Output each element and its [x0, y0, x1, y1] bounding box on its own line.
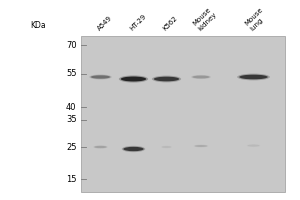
Ellipse shape — [237, 74, 270, 80]
Text: 35: 35 — [66, 116, 76, 124]
Ellipse shape — [162, 146, 171, 148]
Text: HT-29: HT-29 — [129, 13, 148, 32]
Ellipse shape — [192, 76, 210, 78]
Text: A549: A549 — [96, 15, 113, 32]
Text: 25: 25 — [66, 142, 76, 152]
Ellipse shape — [89, 75, 112, 79]
Ellipse shape — [194, 145, 208, 147]
Ellipse shape — [161, 146, 172, 148]
Text: Mouse
lung: Mouse lung — [244, 7, 269, 32]
Ellipse shape — [119, 75, 148, 83]
Text: 55: 55 — [66, 70, 76, 78]
Ellipse shape — [94, 146, 107, 148]
Text: 40: 40 — [66, 102, 76, 112]
Text: KDa: KDa — [30, 21, 46, 30]
Ellipse shape — [123, 147, 144, 151]
Ellipse shape — [247, 144, 260, 147]
Ellipse shape — [121, 77, 146, 81]
Text: K562: K562 — [162, 15, 179, 32]
Ellipse shape — [195, 145, 207, 147]
Ellipse shape — [154, 77, 179, 81]
Ellipse shape — [239, 75, 268, 79]
Ellipse shape — [91, 75, 110, 79]
Bar — [81, 36, 285, 192]
Ellipse shape — [152, 76, 181, 82]
Text: Mouse
kidney: Mouse kidney — [192, 6, 218, 32]
Ellipse shape — [122, 146, 145, 152]
Ellipse shape — [191, 75, 211, 79]
Text: 15: 15 — [66, 174, 76, 184]
Text: 70: 70 — [66, 40, 76, 49]
Ellipse shape — [93, 145, 108, 149]
Ellipse shape — [248, 145, 260, 147]
